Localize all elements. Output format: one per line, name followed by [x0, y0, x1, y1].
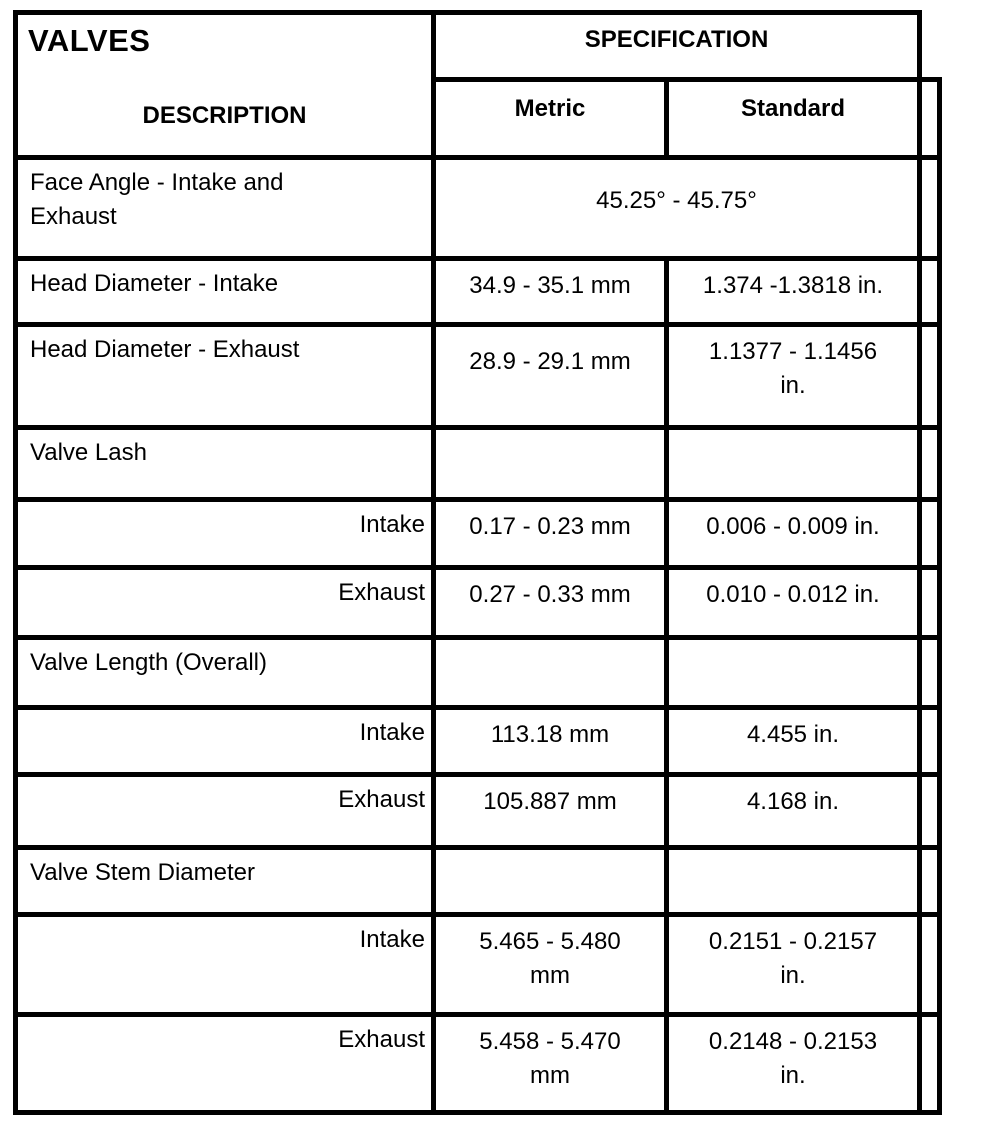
spare-column-cell: [922, 777, 937, 845]
spare-column-cell: [922, 640, 937, 705]
spare-column-cell: [922, 570, 937, 635]
standard-column-header: Standard: [669, 82, 917, 155]
row-stem-exhaust-standard: 0.2148 - 0.2153 in.: [669, 1017, 917, 1110]
row-lash-exhaust-metric: 0.27 - 0.33 mm: [436, 570, 664, 635]
spare-column-cell: [922, 850, 937, 912]
row-length-intake-desc: Intake: [18, 710, 431, 772]
row-face-angle-value: 45.25° - 45.75°: [436, 160, 917, 256]
row-valve-length-standard: [669, 640, 917, 705]
row-valve-length-metric: [436, 640, 664, 705]
metric-column-header: Metric: [436, 82, 664, 155]
row-lash-exhaust-standard: 0.010 - 0.012 in.: [669, 570, 917, 635]
spare-column-cell: [922, 261, 937, 322]
row-face-angle-desc: Face Angle - Intake and Exhaust: [18, 160, 431, 256]
spare-column-cell: [922, 430, 937, 497]
description-column-header: DESCRIPTION: [142, 102, 307, 129]
row-head-diameter-intake-desc: Head Diameter - Intake: [18, 261, 431, 322]
row-head-diameter-exhaust-standard: 1.1377 - 1.1456 in.: [669, 327, 917, 425]
spare-column-cell: [922, 160, 937, 256]
table-title-cell: VALVES DESCRIPTION: [18, 15, 431, 155]
row-length-exhaust-standard: 4.168 in.: [669, 777, 917, 845]
row-valve-stem-desc: Valve Stem Diameter: [18, 850, 431, 912]
spare-column-cell: [922, 710, 937, 772]
spare-column-cell: [922, 82, 937, 155]
row-head-diameter-intake-metric: 34.9 - 35.1 mm: [436, 261, 664, 322]
row-stem-exhaust-metric: 5.458 - 5.470 mm: [436, 1017, 664, 1110]
spare-column-top-mask: [922, 10, 942, 77]
row-head-diameter-intake-standard: 1.374 -1.3818 in.: [669, 261, 917, 322]
spare-column-cell: [922, 327, 937, 425]
row-stem-intake-metric: 5.465 - 5.480 mm: [436, 917, 664, 1012]
row-valve-stem-metric: [436, 850, 664, 912]
row-valve-lash-metric: [436, 430, 664, 497]
row-stem-exhaust-desc: Exhaust: [18, 1017, 431, 1110]
row-head-diameter-exhaust-metric: 28.9 - 29.1 mm: [436, 327, 664, 425]
specification-header: SPECIFICATION: [436, 15, 917, 77]
row-valve-lash-desc: Valve Lash: [18, 430, 431, 497]
row-length-exhaust-desc: Exhaust: [18, 777, 431, 845]
row-head-diameter-exhaust-desc: Head Diameter - Exhaust: [18, 327, 431, 425]
row-valve-length-desc: Valve Length (Overall): [18, 640, 431, 705]
valve-specification-table: VALVES DESCRIPTION SPECIFICATION Metric …: [13, 10, 942, 1115]
row-valve-lash-standard: [669, 430, 917, 497]
row-length-exhaust-metric: 105.887 mm: [436, 777, 664, 845]
table-title: VALVES: [28, 23, 151, 58]
row-lash-intake-desc: Intake: [18, 502, 431, 565]
row-stem-intake-standard: 0.2151 - 0.2157 in.: [669, 917, 917, 1012]
row-length-intake-standard: 4.455 in.: [669, 710, 917, 772]
row-length-intake-metric: 113.18 mm: [436, 710, 664, 772]
row-lash-intake-metric: 0.17 - 0.23 mm: [436, 502, 664, 565]
spare-column-cell: [922, 1017, 937, 1110]
row-valve-stem-standard: [669, 850, 917, 912]
spare-column-cell: [922, 917, 937, 1012]
row-lash-intake-standard: 0.006 - 0.009 in.: [669, 502, 917, 565]
row-stem-intake-desc: Intake: [18, 917, 431, 1012]
spare-column-cell: [922, 502, 937, 565]
row-lash-exhaust-desc: Exhaust: [18, 570, 431, 635]
